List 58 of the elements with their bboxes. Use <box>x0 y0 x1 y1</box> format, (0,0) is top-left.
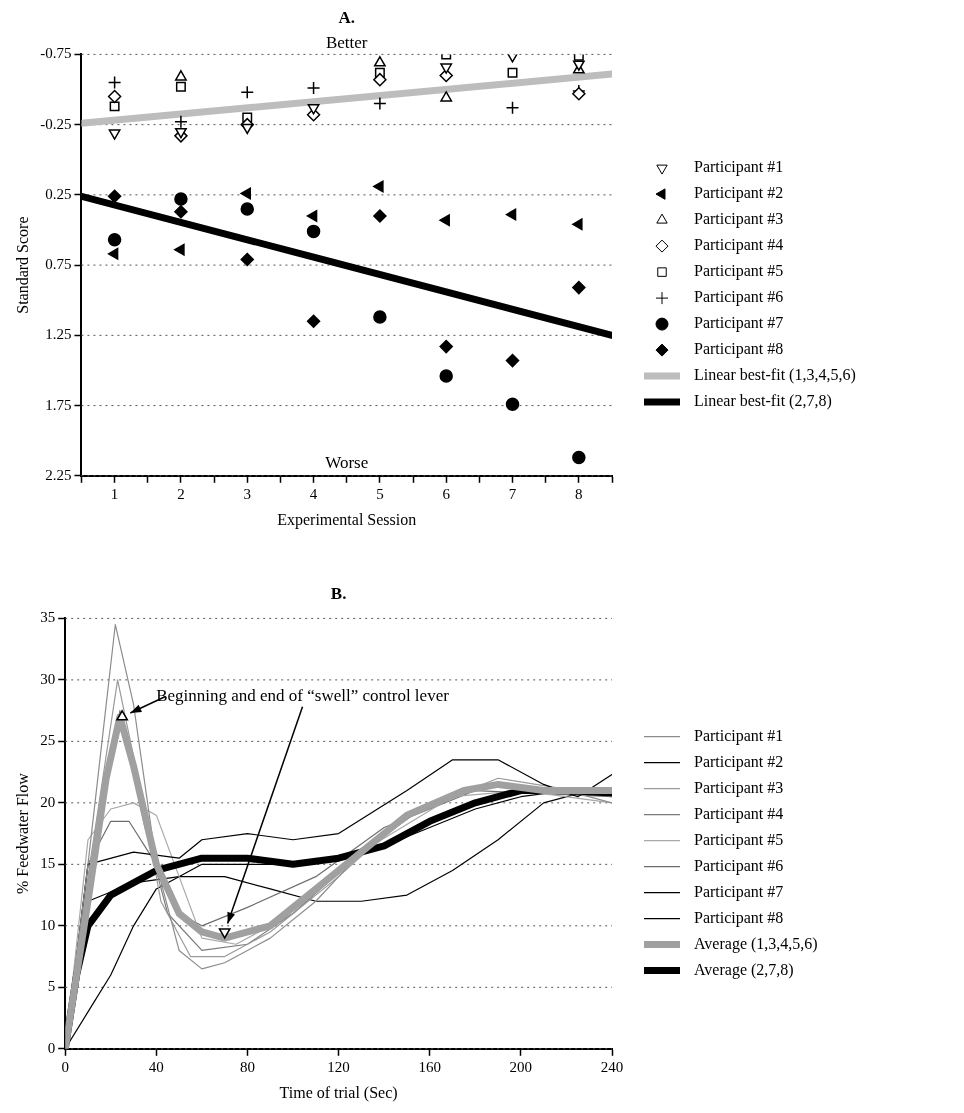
y-tick-label: 5 <box>47 978 56 995</box>
x-tick-label: 3 <box>243 485 251 502</box>
y-tick-label: 0.75 <box>45 256 72 273</box>
legend-label: Participant #2 <box>694 184 784 203</box>
y-axis-title: % Feedwater Flow <box>13 772 31 895</box>
chart-title: A. <box>338 7 355 27</box>
y-tick-label: -0.75 <box>40 45 72 62</box>
legend-label: Participant #1 <box>694 726 784 745</box>
y-tick-label: 10 <box>40 916 56 933</box>
chart-title: B. <box>330 583 347 603</box>
y-tick-label: 1.25 <box>45 326 72 343</box>
x-tick-label: 5 <box>376 485 384 502</box>
legend-label: Participant #4 <box>694 804 784 823</box>
x-tick-label: 240 <box>600 1058 624 1075</box>
legend-label: Average (1,3,4,5,6) <box>694 934 818 953</box>
x-tick-label: 160 <box>418 1058 441 1075</box>
legend-label: Participant #4 <box>694 236 784 255</box>
legend-label: Participant #6 <box>694 288 784 307</box>
legend-label: Participant #1 <box>694 158 784 177</box>
legend-label: Participant #3 <box>694 778 784 797</box>
legend-label: Participant #8 <box>694 908 784 927</box>
y-tick-label: -0.25 <box>40 115 72 132</box>
y-tick-label: 15 <box>40 855 56 872</box>
x-tick-label: 40 <box>148 1058 164 1075</box>
y-tick-label: 35 <box>40 609 56 626</box>
annotation: Beginning and end of “swell” control lever <box>156 685 450 705</box>
x-tick-label: 6 <box>442 485 451 502</box>
y-tick-label: 1.75 <box>45 396 72 413</box>
y-tick-label: 2.25 <box>45 466 72 483</box>
x-tick-label: 7 <box>508 485 517 502</box>
legend-label: Linear best-fit (1,3,4,5,6) <box>694 366 856 385</box>
text: Better <box>325 33 368 53</box>
y-tick-label: 30 <box>40 670 56 687</box>
y-tick-label: 0.25 <box>45 185 72 202</box>
y-tick-label: 20 <box>40 793 56 810</box>
x-tick-label: 120 <box>327 1058 350 1075</box>
y-tick-label: 25 <box>40 732 56 749</box>
legend-label: Participant #5 <box>694 262 784 281</box>
annotation: Worse <box>325 452 369 472</box>
legend-label: Participant #7 <box>694 314 784 333</box>
legend-label: Linear best-fit (2,7,8) <box>694 392 832 411</box>
legend-label: Participant #3 <box>694 210 784 229</box>
x-tick-label: 4 <box>309 485 318 502</box>
x-tick-label: 80 <box>239 1058 255 1075</box>
x-axis-title: Experimental Session <box>277 510 417 529</box>
y-tick-label: 0 <box>47 1039 56 1056</box>
legend-label: Participant #6 <box>694 856 784 875</box>
x-tick-label: 1 <box>110 485 119 502</box>
x-axis-title: Time of trial (Sec) <box>279 1083 398 1102</box>
x-tick-label: 8 <box>575 485 583 502</box>
legend-label: Participant #7 <box>694 882 784 901</box>
x-tick-label: 200 <box>509 1058 533 1075</box>
legend-label: Participant #5 <box>694 830 784 849</box>
legend-label: Average (2,7,8) <box>694 960 794 979</box>
legend-label: Participant #8 <box>694 340 784 359</box>
y-axis-title: Standard Score <box>13 216 31 314</box>
legend-label: Participant #2 <box>694 752 784 771</box>
x-tick-label: 2 <box>177 485 185 502</box>
